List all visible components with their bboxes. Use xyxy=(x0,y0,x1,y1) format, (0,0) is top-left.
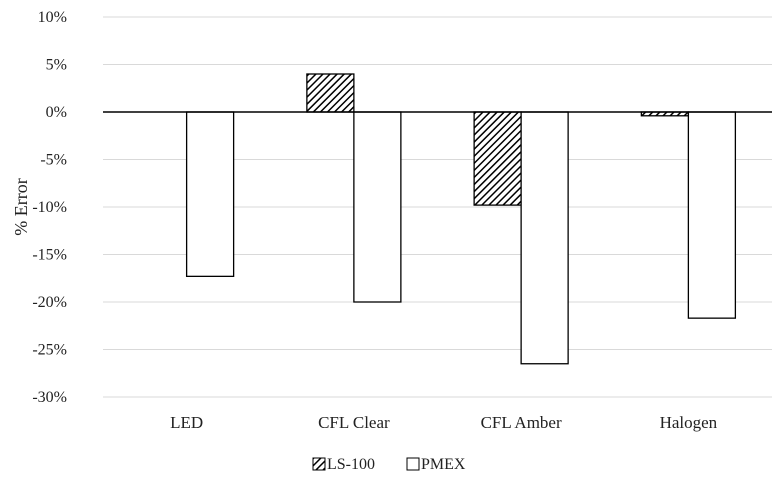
legend-label: LS-100 xyxy=(327,456,375,473)
category-labels: LED CFL Clear CFL Amber Halogen xyxy=(170,413,718,432)
legend: LS-100 PMEX xyxy=(312,456,466,473)
legend-swatch xyxy=(406,457,420,471)
category-label: CFL Clear xyxy=(318,413,390,432)
bars xyxy=(185,73,737,365)
y-tick-label: -10% xyxy=(32,199,67,216)
category-label: LED xyxy=(170,413,203,432)
bar-ls-100-cfl-clear xyxy=(306,73,355,113)
y-tick-label: 0% xyxy=(46,104,67,121)
y-tick-label: 10% xyxy=(38,9,67,26)
y-axis-title: % Error xyxy=(11,178,31,235)
y-tick-label: -20% xyxy=(32,294,67,311)
category-label: CFL Amber xyxy=(481,413,562,432)
category-label: Halogen xyxy=(660,413,718,432)
bar-pmex-cfl-clear xyxy=(353,111,402,303)
y-tick-label: 5% xyxy=(46,57,67,74)
y-tick-label: -30% xyxy=(32,389,67,406)
y-tick-label: -25% xyxy=(32,342,67,359)
legend-label: PMEX xyxy=(421,456,466,473)
bar-pmex-cfl-amber xyxy=(520,111,569,365)
bar-ls-100-cfl-amber xyxy=(473,111,522,206)
y-tick-label: -15% xyxy=(32,247,67,264)
y-axis-tick-labels: 10% 5% 0% -5% -10% -15% -20% -25% -30% xyxy=(32,9,67,406)
legend-swatch xyxy=(312,457,326,471)
bar-pmex-led xyxy=(185,111,235,278)
y-tick-label: -5% xyxy=(40,152,67,169)
bar-pmex-halogen xyxy=(687,111,737,319)
